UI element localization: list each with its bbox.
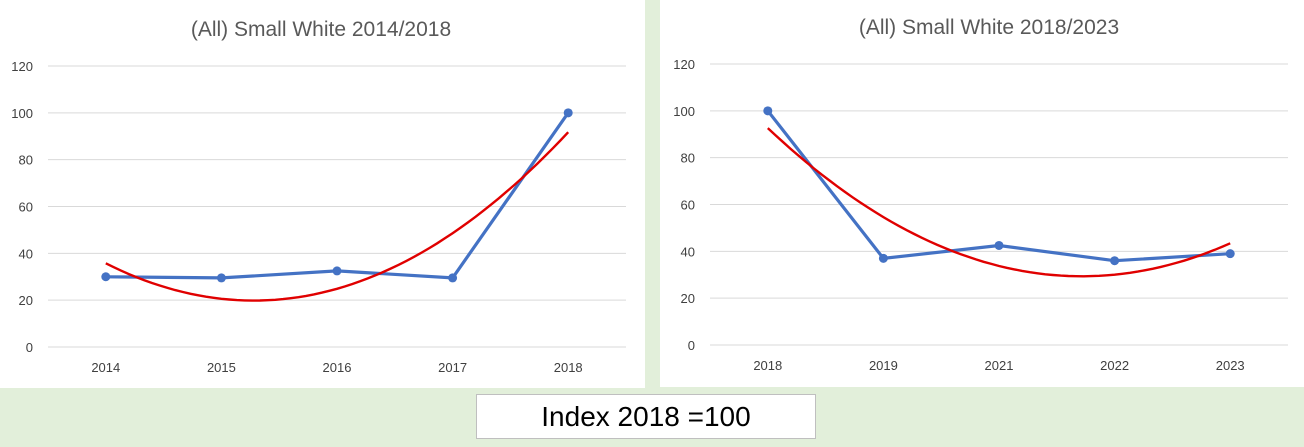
y-tick-label: 100 (673, 104, 695, 119)
chart-panel-right: (All) Small White 2018/2023 0 20 40 60 80 100 1… (660, 0, 1304, 387)
index-label: Index 2018 =100 (476, 394, 816, 439)
chart-panel-left: (All) Small White 2014/2018 0 20 40 60 80 100 1… (0, 0, 645, 388)
data-point (1110, 256, 1120, 266)
y-tick-label: 120 (673, 57, 695, 72)
y-tick-label: 60 (681, 198, 695, 213)
trend-line (105, 131, 570, 302)
data-point (994, 240, 1004, 250)
data-point (216, 273, 226, 283)
y-tick-label: 80 (19, 153, 33, 168)
y-tick-label: 20 (681, 291, 695, 306)
x-tick-label: 2016 (323, 360, 352, 375)
data-point (763, 106, 773, 116)
data-point (332, 266, 342, 276)
chart-right: (All) Small White 2018/2023 0 20 40 60 80 100 1… (673, 16, 1288, 373)
y-tick-label: 100 (11, 106, 33, 121)
x-tick-label: 2021 (985, 358, 1014, 373)
y-tick-label: 0 (26, 340, 33, 355)
data-point (878, 253, 888, 263)
x-tick-label: 2014 (91, 360, 120, 375)
y-tick-label: 40 (681, 244, 695, 259)
chart-left: (All) Small White 2014/2018 0 20 40 60 80 100 1… (11, 18, 626, 375)
x-tick-label: 2015 (207, 360, 236, 375)
x-tick-label: 2017 (438, 360, 467, 375)
data-point (563, 108, 573, 118)
x-tick-label: 2022 (1100, 358, 1129, 373)
data-point (101, 272, 111, 282)
y-tick-label: 40 (19, 246, 33, 261)
chart-title: (All) Small White 2018/2023 (859, 16, 1119, 39)
x-tick-label: 2018 (554, 360, 583, 375)
chart-title: (All) Small White 2014/2018 (191, 18, 451, 41)
y-tick-label: 60 (19, 200, 33, 215)
data-point (1225, 249, 1235, 259)
y-tick-label: 20 (19, 293, 33, 308)
y-tick-label: 120 (11, 59, 33, 74)
x-tick-label: 2023 (1216, 358, 1245, 373)
x-tick-label: 2019 (869, 358, 898, 373)
data-point (448, 273, 458, 283)
x-tick-label: 2018 (753, 358, 782, 373)
y-tick-label: 80 (681, 151, 695, 166)
y-tick-label: 0 (688, 338, 695, 353)
trend-line (766, 127, 1231, 278)
